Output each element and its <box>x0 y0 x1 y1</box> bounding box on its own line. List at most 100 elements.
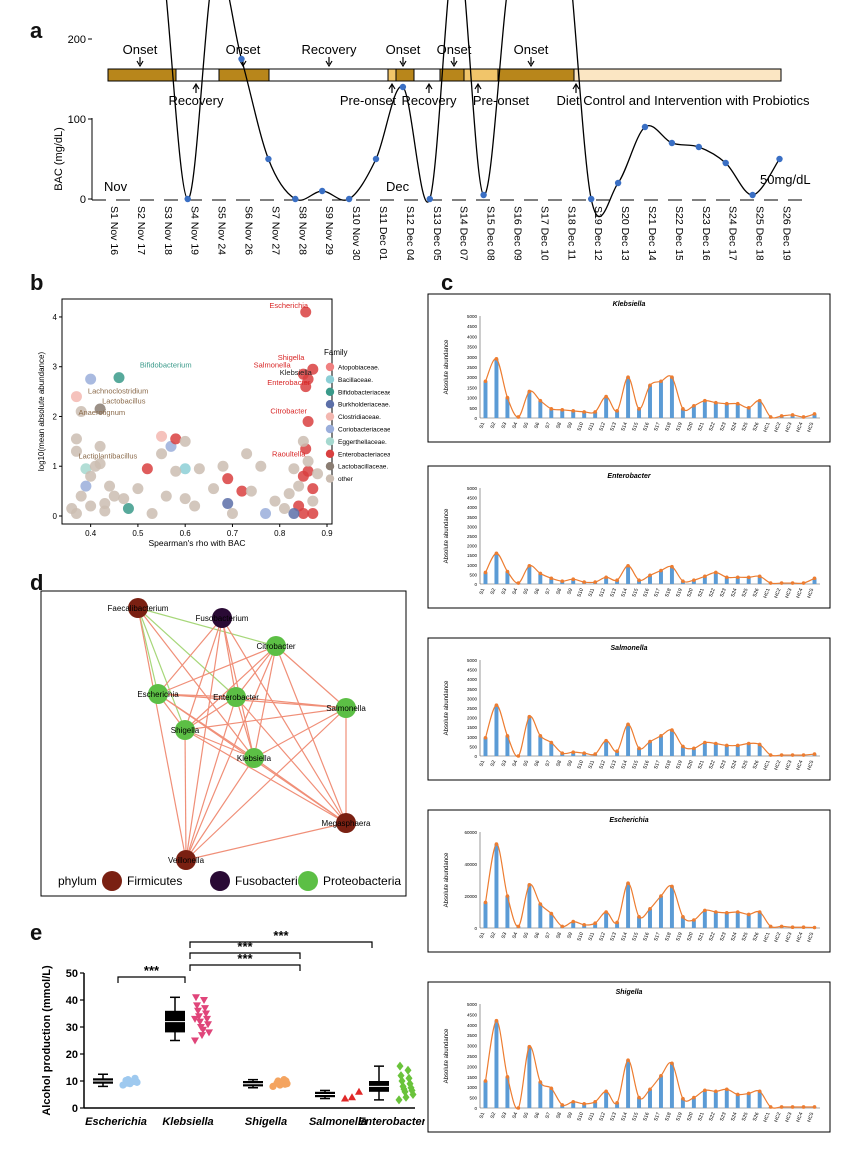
chart-trend-point <box>571 409 576 413</box>
chart-x-tick-label: S13 <box>609 1111 618 1122</box>
chart-x-tick-label: S22 <box>708 759 717 770</box>
scatter-x-tick-label: 0.5 <box>132 529 144 538</box>
chart-y-tick-label: 5000 <box>467 314 478 319</box>
chart-x-tick-label: S3 <box>501 421 509 429</box>
group-salmonella: Salmonella <box>309 1087 367 1128</box>
chart-x-tick-label: S19 <box>675 931 684 942</box>
timeline-segment <box>175 68 220 82</box>
chart-bar <box>527 565 532 584</box>
sample-label: S9 Nov 29 <box>323 206 335 255</box>
bac-point <box>184 195 191 203</box>
chart-trend-point <box>768 753 773 757</box>
chart-trend-point <box>604 738 608 743</box>
scatter-y-tick-label: 4 <box>53 313 58 322</box>
boxplot-y-label: Alcohol production (mmol/L) <box>41 965 53 1116</box>
chart-bar <box>483 902 488 928</box>
timeline-segment <box>463 68 499 82</box>
chart-bar <box>527 391 532 418</box>
chart-trend-point <box>724 743 729 748</box>
chart-bar <box>702 576 707 584</box>
family-legend-label: Eggerthellaceae. <box>338 439 387 446</box>
chart-bar <box>637 1097 642 1108</box>
chart-x-tick-label: S23 <box>719 759 728 770</box>
chart-bar <box>549 578 554 584</box>
chart-trend-point <box>593 1099 597 1104</box>
scatter-point <box>307 483 319 495</box>
significance-label: *** <box>144 963 160 978</box>
chart-trend-point <box>768 581 773 585</box>
chart-trend-point <box>582 923 586 927</box>
chart-trend-point <box>505 1075 510 1079</box>
timeline-segment <box>268 68 389 82</box>
chart-trend-point <box>494 842 499 846</box>
chart-bar <box>582 411 587 418</box>
chart-bar <box>494 844 499 928</box>
bac-point <box>695 143 702 151</box>
network-edge-positive <box>137 607 186 731</box>
chart-y-tick-label: 5000 <box>467 1002 478 1007</box>
chart-x-tick-label: S19 <box>675 587 684 598</box>
chart-x-tick-label: HC3 <box>784 421 793 433</box>
chart-x-tick-label: S12 <box>598 1111 607 1122</box>
chart-bar <box>593 1101 598 1108</box>
network-node <box>148 684 168 704</box>
sample-label: S16 Dec 09 <box>512 206 524 260</box>
chart-trend-point <box>637 746 641 751</box>
chart-bar <box>691 405 696 418</box>
chart-x-tick-label: S11 <box>587 587 596 597</box>
bac-point <box>238 55 245 63</box>
chart-x-tick-label: S16 <box>642 759 651 770</box>
panel-b-scatter: 0.4 0.5 0.6 0.7 0.8 0.9 0 1 2 3 4 Spearman's rho wi… <box>37 298 390 548</box>
timeline-top-label: Recovery <box>302 42 357 57</box>
chart-trend-point <box>735 743 740 748</box>
significance-bracket <box>189 964 301 971</box>
chart-x-tick-label: S2 <box>490 1111 498 1119</box>
scatter-marker <box>130 1077 138 1086</box>
chart-y-tick-label: 3000 <box>467 524 478 529</box>
chart-trend-point <box>692 746 696 751</box>
chart-x-tick-label: S9 <box>566 759 574 767</box>
chart-x-tick-label: S6 <box>533 759 541 767</box>
chart-y-tick-label: 1500 <box>467 385 478 390</box>
chart-bar <box>549 742 554 756</box>
scatter-point <box>217 460 229 472</box>
chart-y-tick-label: 1500 <box>467 553 478 558</box>
scatter-point <box>189 500 201 512</box>
chart-bar <box>626 565 631 584</box>
chart-bar <box>527 884 532 928</box>
chart-x-tick-label: S21 <box>697 587 706 598</box>
chart-trend-point <box>757 910 762 914</box>
scatter-point <box>293 480 305 492</box>
chart-x-tick-label: S22 <box>708 1111 717 1122</box>
panel-e-letter: e <box>30 920 43 945</box>
group-escherichia: Escherichia <box>85 1073 147 1128</box>
chart-trend-point <box>801 925 806 929</box>
network-edge-negative <box>184 617 223 731</box>
month-label-nov: Nov <box>104 179 128 194</box>
family-legend-swatch <box>325 449 335 458</box>
scatter-marker <box>402 1092 410 1102</box>
scatter-marker <box>201 1005 209 1013</box>
chart-bar <box>746 407 751 418</box>
scatter-point <box>85 373 97 385</box>
chart-bar <box>505 571 510 584</box>
chart-x-tick-label: S11 <box>587 931 596 941</box>
chart-bar <box>735 403 740 418</box>
bar-chart-enterobacter: Enterobacter 0 500 1000 1500 2000 2500 3000 3500… <box>427 465 831 609</box>
panel-d-network: Faecalibacterium Fusobacterium Citrobacter… <box>40 590 407 897</box>
chart-frame <box>427 981 831 1133</box>
chart-x-tick-label: S2 <box>490 931 498 939</box>
chart-bar <box>527 1046 532 1108</box>
chart-x-tick-label: S26 <box>752 1111 761 1122</box>
timeline-bottom-label: Recovery <box>402 93 457 108</box>
chart-trend-point <box>724 401 729 406</box>
chart-y-tick-label: 0 <box>474 926 477 931</box>
chart-trend-point <box>714 400 718 405</box>
family-legend-swatch <box>325 400 335 409</box>
chart-y-tick-label: 500 <box>469 572 477 577</box>
panel-e-boxplot: 0 10 20 30 40 50 Alcohol production (mmol/L) Es… <box>41 928 425 1128</box>
chart-title: Shigella <box>616 989 643 996</box>
chart-bar <box>637 580 642 584</box>
scatter-point <box>85 470 97 482</box>
scatter-point <box>302 415 314 427</box>
